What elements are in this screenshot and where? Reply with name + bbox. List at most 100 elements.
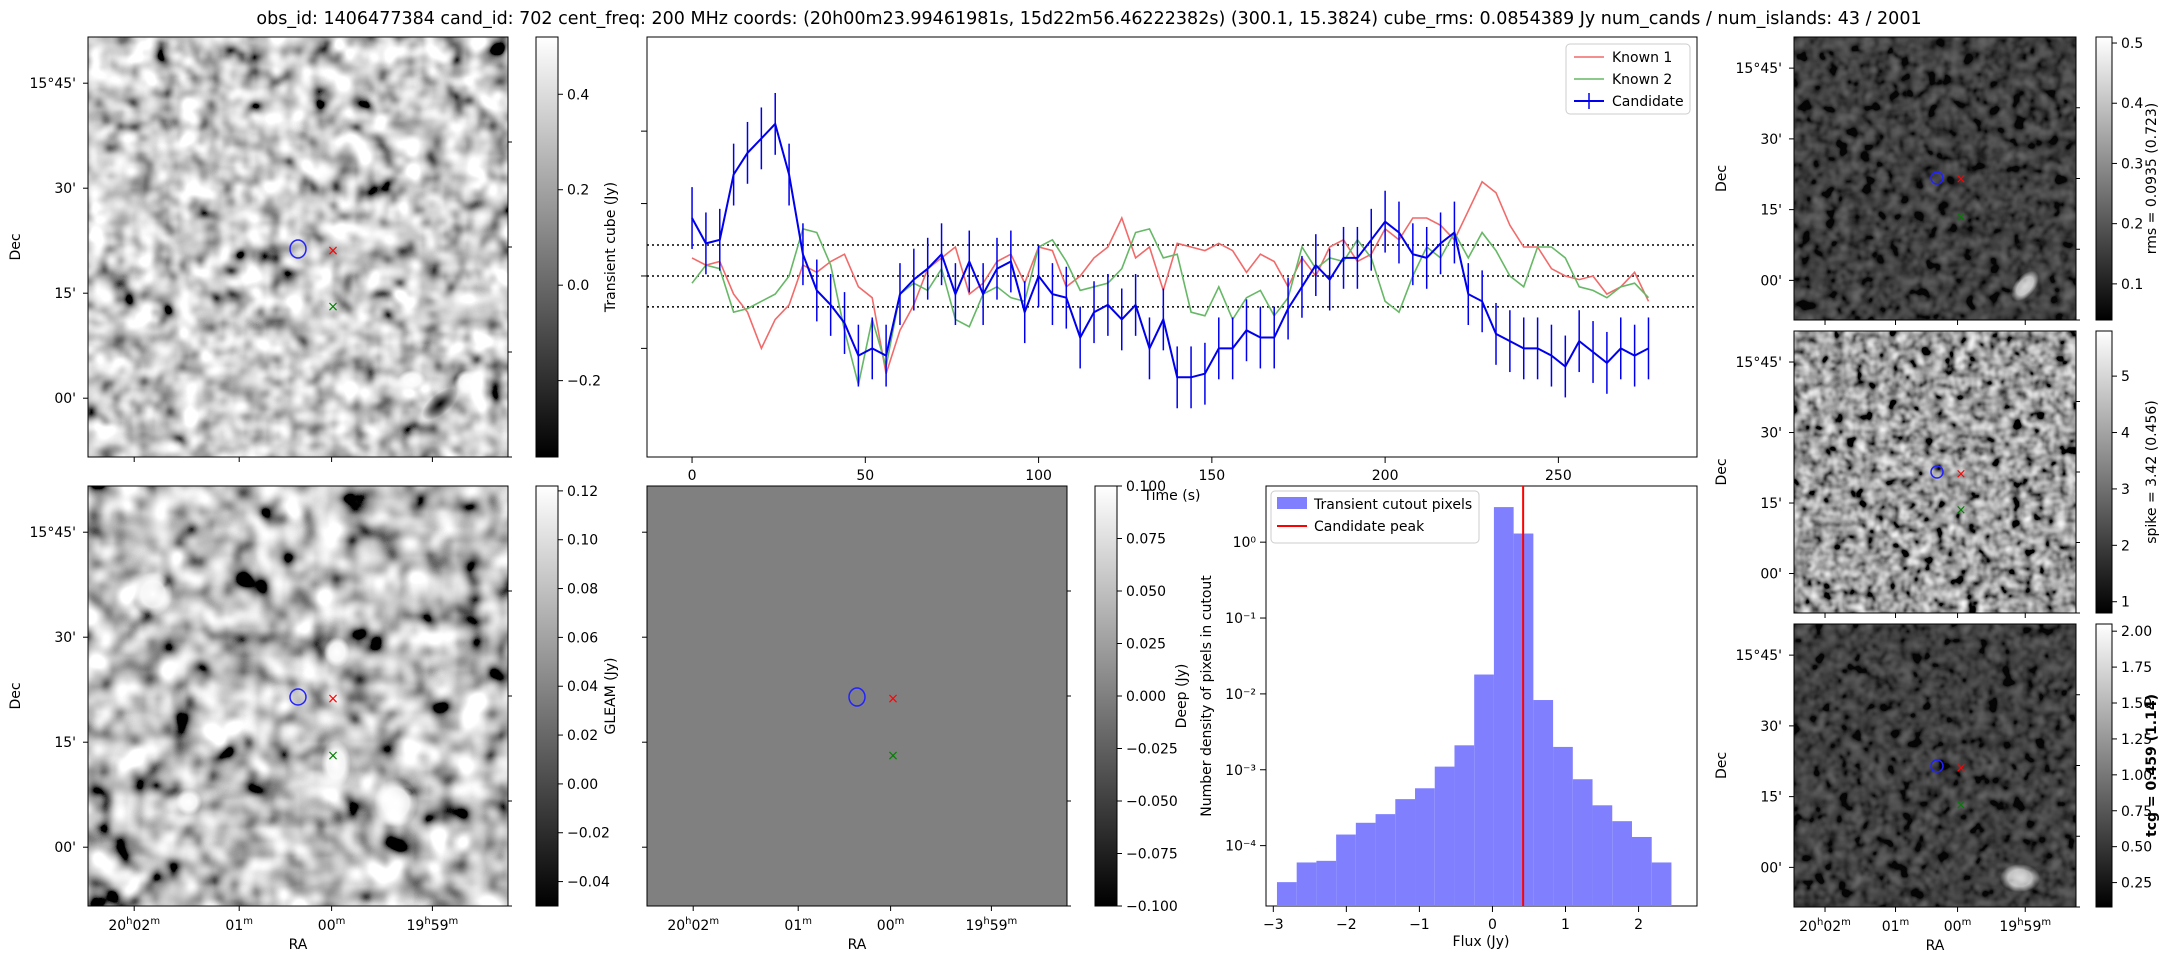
green-cross-marker: × xyxy=(1956,503,1967,518)
histogram-bar xyxy=(1375,814,1396,906)
colorbar-tick-label: 0.12 xyxy=(567,484,598,500)
dec-tick-label: 00' xyxy=(1760,273,1782,289)
spike-image-panel: × × xyxy=(1793,330,2077,614)
dec-tick-label: 15°45' xyxy=(1736,61,1782,77)
histogram-bar xyxy=(1553,746,1573,906)
histogram-bar xyxy=(1631,836,1652,906)
dec-tick-label: 00' xyxy=(1760,567,1782,583)
colorbar-tick-label: 0.100 xyxy=(1126,479,1166,495)
colorbar-tick-label: 5 xyxy=(2121,369,2130,385)
histogram-bar xyxy=(1276,882,1297,906)
transient-image xyxy=(88,37,508,457)
colorbar-tick-label: 0.075 xyxy=(1126,532,1166,548)
lc-xtick-label: 150 xyxy=(1198,468,1225,484)
ra-tick-label: 20h02m xyxy=(667,916,719,934)
dec-tick-label: 30' xyxy=(1760,132,1782,148)
colorbar-tick-label: 0.2 xyxy=(2121,217,2143,233)
colorbar-deep-label: Deep (Jy) xyxy=(1174,664,1190,729)
ra-tick-label: 19h59m xyxy=(1999,917,2051,935)
histogram-plot: −3 −2 −1 0 1 2 10⁰ 10⁻¹ 10⁻² 10⁻³ 10⁻⁴ xyxy=(1225,486,1672,933)
colorbar-tick-label: 1 xyxy=(2121,595,2130,611)
dec-tick-label: 15' xyxy=(54,735,76,751)
red-cross-marker: × xyxy=(1956,172,1967,187)
candidate-contour xyxy=(848,687,866,707)
hist-ytick-label: 10⁻² xyxy=(1225,687,1256,703)
lightcurve-xlabel: Time (s) xyxy=(1143,488,1201,504)
colorbar-tick-label: 0.06 xyxy=(567,630,598,646)
histogram-bar xyxy=(1592,805,1613,906)
red-cross-marker: × xyxy=(1956,761,1967,776)
green-cross-marker: × xyxy=(887,748,899,764)
dec-tick-label: 15°45' xyxy=(1736,355,1782,371)
dec-tick-label: 30' xyxy=(54,630,76,646)
histogram-bar xyxy=(1395,799,1416,906)
colorbar-tick-label: 4 xyxy=(2121,426,2130,442)
legend-peak: Candidate peak xyxy=(1314,519,1425,535)
dec-tick-label: 30' xyxy=(54,181,76,197)
ra-tick-label: 01m xyxy=(225,916,253,934)
colorbar-transient-label: Transient cube (Jy) xyxy=(603,182,619,313)
colorbar-tick-label: 0.00 xyxy=(567,777,598,793)
lightcurve-panel: 0 50 100 150 200 250 Time (s) Known 1 Known 2… xyxy=(641,36,1698,504)
ra-tick-label: 01m xyxy=(1882,917,1910,935)
colorbar-tcg-label: tcg = 0.459 (1.14) xyxy=(2144,694,2160,837)
colorbar-tick-label: 0.025 xyxy=(1126,637,1166,653)
hist-xtick-label: 1 xyxy=(1561,917,1570,933)
colorbar-transient-bar xyxy=(535,36,559,458)
colorbar-deep: 0.100 0.075 0.050 0.025 0.000 −0.025 −0.050 −0.… xyxy=(1094,479,1190,915)
ra-tick-label: 00m xyxy=(1944,917,1972,935)
colorbar-tick-label: −0.075 xyxy=(1126,847,1178,863)
colorbar-tick-label: 0.25 xyxy=(2121,876,2152,892)
colorbar-tick-label: 0.2 xyxy=(567,183,589,199)
figure-title: obs_id: 1406477384 cand_id: 702 cent_fre… xyxy=(256,9,1921,29)
colorbar-tick-label: 0.04 xyxy=(567,679,598,695)
ra-tick-label: 19h59m xyxy=(966,916,1018,934)
sky-axes-panel-0: 15°45' 30' 15' 00' Dec xyxy=(8,76,512,462)
colorbar-tick-label: 2 xyxy=(2121,538,2130,554)
dec-axis-label: Dec xyxy=(1714,165,1730,192)
histogram-bar xyxy=(1355,822,1376,906)
colorbar-tick-label: 1.25 xyxy=(2121,732,2152,748)
dec-tick-label: 15' xyxy=(1760,790,1782,806)
histogram-bar xyxy=(1612,821,1632,906)
colorbar-tick-label: 1.75 xyxy=(2121,660,2152,676)
sky-axes-panel-3: 15°45' 30' 15' 00' Dec xyxy=(1714,61,2080,325)
red-cross-marker: × xyxy=(327,691,339,707)
series-line-known-1 xyxy=(691,180,1650,374)
lc-xtick-label: 250 xyxy=(1545,468,1572,484)
lc-xtick-label: 0 xyxy=(688,468,697,484)
colorbar-tick-label: 0.050 xyxy=(1126,584,1166,600)
histogram-bar xyxy=(1474,674,1494,906)
rms-image-panel: × × xyxy=(1793,36,2077,321)
dec-axis-label: Dec xyxy=(1714,458,1730,485)
legend-pixels: Transient cutout pixels xyxy=(1313,497,1472,513)
colorbar-tick-label: −0.025 xyxy=(1126,742,1178,758)
dec-tick-label: 30' xyxy=(1760,426,1782,442)
ra-tick-label: 01m xyxy=(784,916,812,934)
transient-image-panel: × × xyxy=(87,36,509,458)
colorbar-tcg: 2.00 1.75 1.50 1.25 1.00 0.75 0.50 0.25 tcg = 0.… xyxy=(2095,623,2160,908)
histogram-bar xyxy=(1493,507,1514,906)
colorbar-rms-label: rms = 0.0935 (0.723) xyxy=(2144,103,2160,255)
hist-xtick-label: −2 xyxy=(1336,917,1357,933)
gleam-image-panel: × × xyxy=(87,485,509,907)
colorbar-tick-label: 0.000 xyxy=(1126,689,1166,705)
ra-tick-label: 00m xyxy=(318,916,346,934)
ra-tick-label: 20h02m xyxy=(108,916,160,934)
lc-xtick-label: 200 xyxy=(1372,468,1399,484)
colorbar-gleam-bar xyxy=(535,485,559,907)
histogram-bar xyxy=(1533,700,1554,906)
dec-axis-label: Dec xyxy=(8,682,24,709)
colorbar-transient: 0.4 0.2 0.0 −0.2 Transient cube (Jy) xyxy=(535,36,619,458)
tcg-noise xyxy=(1794,624,2076,907)
colorbar-rms: 0.5 0.4 0.3 0.2 0.1 rms = 0.0935 (0.723) xyxy=(2095,36,2160,321)
colorbar-tick-label: −0.100 xyxy=(1126,899,1178,915)
histogram-bar xyxy=(1316,860,1337,906)
green-cross-marker: × xyxy=(327,748,339,764)
colorbar-tick-label: 0.02 xyxy=(567,728,598,744)
legend-known2: Known 2 xyxy=(1612,72,1672,88)
hist-ytick-label: 10⁻⁴ xyxy=(1225,839,1256,855)
legend-candidate: Candidate xyxy=(1612,94,1684,110)
